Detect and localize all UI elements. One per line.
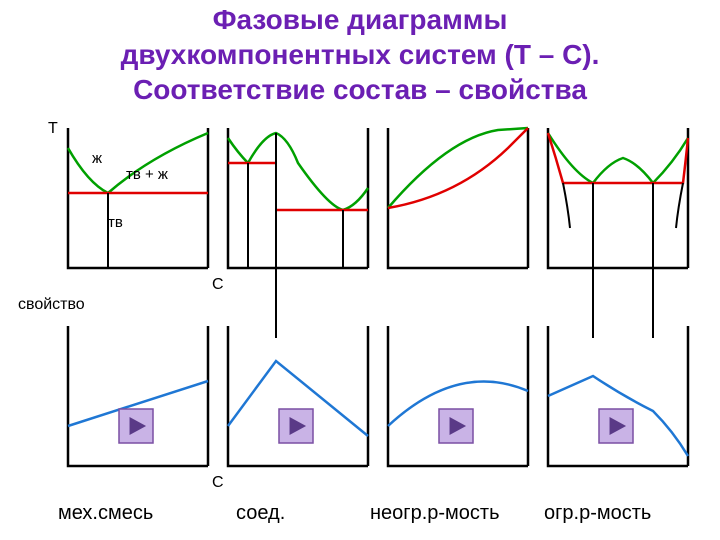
- property-diagram-3: [388, 326, 528, 466]
- caption-3: неогр.р-мость: [370, 502, 500, 525]
- axis-label-C-top: C: [212, 276, 224, 294]
- property-diagram-4: [548, 326, 688, 466]
- caption-1: мех.смесь: [58, 502, 153, 525]
- phase-diagram-4: [548, 128, 688, 268]
- phase-diagram-1: [68, 128, 208, 268]
- title-line-2: двухкомпонентных систем (T – C).: [0, 37, 720, 72]
- title-line-1: Фазовые диаграммы: [0, 2, 720, 37]
- play-button-4[interactable]: [598, 408, 634, 444]
- page-title: Фазовые диаграммы двухкомпонентных систе…: [0, 0, 720, 107]
- region-label-zh: ж: [92, 150, 102, 167]
- play-button-1[interactable]: [118, 408, 154, 444]
- play-button-3[interactable]: [438, 408, 474, 444]
- axis-label-property: свойство: [18, 296, 85, 314]
- property-diagram-1: [68, 326, 208, 466]
- region-label-tv_zh: тв + ж: [126, 166, 168, 183]
- caption-2: соед.: [236, 502, 285, 525]
- caption-4: огр.р-мость: [544, 502, 651, 525]
- axis-label-T: T: [48, 120, 58, 138]
- title-line-3: Соответствие состав – свойства: [0, 72, 720, 107]
- axis-label-C-bot: C: [212, 474, 224, 492]
- phase-diagram-3: [388, 128, 528, 268]
- play-button-2[interactable]: [278, 408, 314, 444]
- property-diagram-2: [228, 326, 368, 466]
- phase-diagram-2: [228, 128, 368, 268]
- region-label-tv: тв: [108, 214, 123, 231]
